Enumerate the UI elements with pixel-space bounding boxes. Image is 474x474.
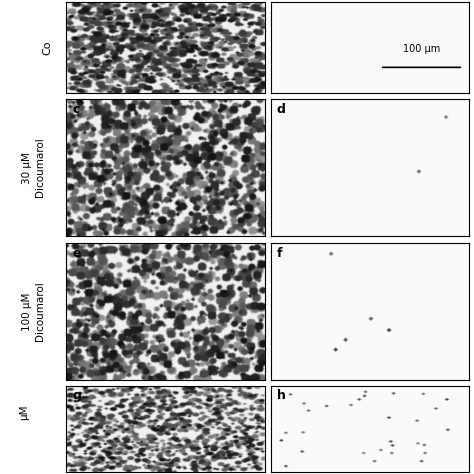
Text: g: g — [73, 389, 81, 402]
Text: d: d — [277, 103, 285, 116]
Text: e: e — [73, 246, 81, 260]
Text: c: c — [73, 103, 80, 116]
Text: h: h — [277, 389, 285, 402]
Text: Co: Co — [42, 40, 53, 55]
Text: f: f — [277, 246, 282, 260]
Text: 100 μm: 100 μm — [403, 44, 440, 54]
Text: 30 μM
Dicoumarol: 30 μM Dicoumarol — [22, 137, 45, 198]
Text: μM: μM — [18, 404, 29, 419]
Text: 100 μM
Dicoumarol: 100 μM Dicoumarol — [22, 282, 45, 341]
